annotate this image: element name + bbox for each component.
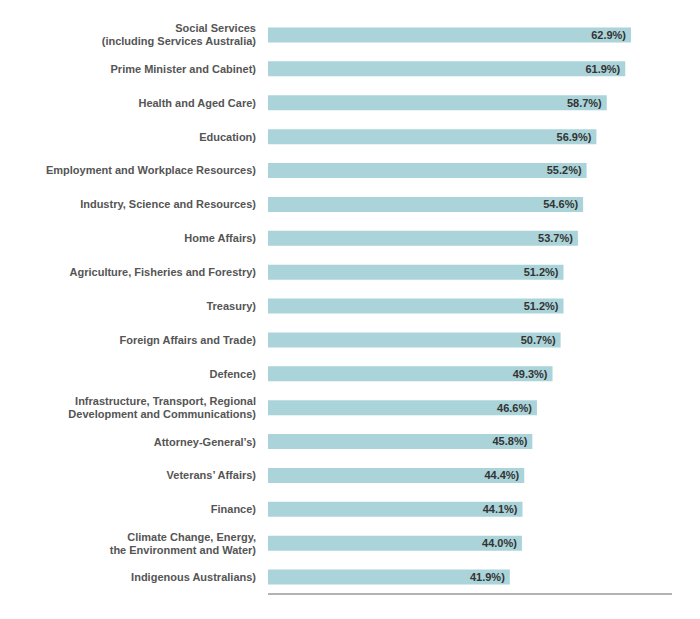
svg-text:56.9%): 56.9%) bbox=[557, 131, 592, 143]
svg-text:Prime Minister and Cabinet): Prime Minister and Cabinet) bbox=[111, 63, 257, 75]
svg-text:41.9%): 41.9%) bbox=[470, 571, 505, 583]
svg-text:62.9%): 62.9%) bbox=[591, 29, 626, 41]
svg-text:Industry, Science and Resource: Industry, Science and Resources) bbox=[80, 198, 256, 210]
svg-text:55.2%): 55.2%) bbox=[547, 164, 582, 176]
svg-text:51.2%): 51.2%) bbox=[524, 300, 559, 312]
svg-text:44.4%): 44.4%) bbox=[484, 469, 519, 481]
svg-text:Climate Change, Energy,the Env: Climate Change, Energy,the Environment a… bbox=[110, 531, 257, 556]
svg-text:Social Services(including Serv: Social Services(including Services Austr… bbox=[102, 22, 257, 47]
svg-text:Infrastructure, Transport, Reg: Infrastructure, Transport, RegionalDevel… bbox=[68, 395, 256, 420]
svg-text:61.9%): 61.9%) bbox=[585, 63, 620, 75]
svg-text:Home Affairs): Home Affairs) bbox=[184, 232, 256, 244]
svg-text:Defence): Defence) bbox=[210, 368, 257, 380]
svg-text:Foreign Affairs and Trade): Foreign Affairs and Trade) bbox=[119, 334, 256, 346]
svg-text:Agriculture, Fisheries and For: Agriculture, Fisheries and Forestry) bbox=[70, 266, 257, 278]
svg-text:44.1%): 44.1%) bbox=[483, 503, 518, 515]
svg-text:Indigenous Australians): Indigenous Australians) bbox=[131, 571, 256, 583]
svg-text:46.6%): 46.6%) bbox=[497, 402, 532, 414]
svg-text:44.0%): 44.0%) bbox=[482, 537, 517, 549]
svg-text:50.7%): 50.7%) bbox=[521, 334, 556, 346]
svg-text:45.8%): 45.8%) bbox=[492, 435, 527, 447]
svg-text:Health and Aged Care): Health and Aged Care) bbox=[138, 97, 256, 109]
svg-text:51.2%): 51.2%) bbox=[524, 266, 559, 278]
svg-text:54.6%): 54.6%) bbox=[543, 198, 578, 210]
svg-text:58.7%): 58.7%) bbox=[567, 97, 602, 109]
svg-text:Treasury): Treasury) bbox=[206, 300, 256, 312]
svg-text:Finance): Finance) bbox=[211, 503, 257, 515]
svg-text:Education): Education) bbox=[199, 131, 256, 143]
svg-text:53.7%): 53.7%) bbox=[538, 232, 573, 244]
svg-text:49.3%): 49.3%) bbox=[513, 368, 548, 380]
svg-text:Veterans’ Affairs): Veterans’ Affairs) bbox=[167, 469, 257, 481]
svg-text:Attorney-General’s): Attorney-General’s) bbox=[154, 436, 257, 448]
svg-text:Employment and Workplace Resou: Employment and Workplace Resources) bbox=[46, 164, 256, 176]
